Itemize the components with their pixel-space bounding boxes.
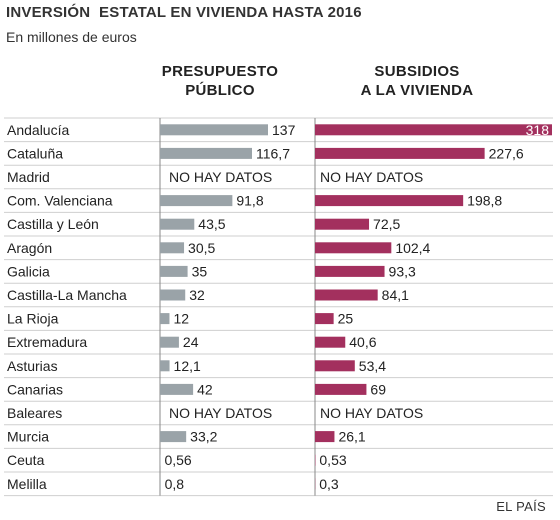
no-data-label-presupuesto: NO HAY DATOS: [169, 405, 272, 421]
category-label: Baleares: [7, 405, 62, 421]
bar-subsidios: [315, 431, 335, 443]
category-label: Cataluña: [7, 145, 63, 161]
bar-presupuesto: [160, 313, 170, 325]
data-label-presupuesto: 43,5: [198, 216, 225, 232]
category-label: Galicia: [7, 263, 50, 279]
bar-presupuesto: [160, 195, 233, 207]
bar-presupuesto: [160, 218, 195, 230]
chart-title: INVERSIÓN ESTATAL EN VIVIENDA HASTA 2016: [6, 4, 362, 21]
data-label-subsidios: 84,1: [382, 287, 409, 303]
category-label: Ceuta: [7, 452, 45, 468]
category-label: Aragón: [7, 240, 52, 256]
bar-subsidios: [315, 147, 485, 159]
data-label-presupuesto: 24: [183, 334, 199, 350]
bar-subsidios: [315, 336, 346, 348]
bar-subsidios: [315, 289, 378, 301]
bar-presupuesto: [160, 124, 268, 136]
data-label-presupuesto: 137: [272, 122, 296, 138]
data-label-subsidios: 25: [338, 311, 354, 327]
bar-subsidios: [315, 383, 367, 395]
data-label-subsidios: 198,8: [467, 193, 502, 209]
category-label: Castilla-La Mancha: [7, 287, 127, 303]
chart-subtitle: En millones de euros: [6, 29, 137, 45]
no-data-label-subsidios: NO HAY DATOS: [320, 405, 423, 421]
category-label: Castilla y León: [7, 216, 99, 232]
data-label-subsidios: 0,3: [319, 476, 339, 492]
bar-presupuesto: [160, 360, 170, 372]
bar-subsidios: [315, 242, 392, 254]
data-label-subsidios: 102,4: [395, 240, 430, 256]
column-header-subsidios-line1: SUBSIDIOS: [374, 63, 460, 80]
bar-presupuesto: [160, 289, 186, 301]
data-label-presupuesto: 42: [197, 381, 213, 397]
category-label: Asturias: [7, 358, 58, 374]
bar-subsidios: [315, 265, 385, 277]
data-label-subsidios: 227,6: [489, 145, 524, 161]
data-label-presupuesto: 30,5: [188, 240, 215, 256]
bar-subsidios: [315, 195, 464, 207]
bar-presupuesto: [160, 242, 185, 254]
category-label: Andalucía: [7, 122, 69, 138]
category-label: Canarias: [7, 381, 63, 397]
category-label: Extremadura: [7, 334, 87, 350]
category-label: Melilla: [7, 476, 47, 492]
data-label-subsidios: 318: [526, 122, 550, 138]
data-label-presupuesto: 0,8: [165, 476, 185, 492]
no-data-label-presupuesto: NO HAY DATOS: [169, 169, 272, 185]
category-label: La Rioja: [7, 311, 59, 327]
source-credit: EL PAÍS: [496, 499, 546, 514]
column-header-presupuesto-line2: PÚBLICO: [185, 82, 255, 99]
data-label-presupuesto: 91,8: [236, 193, 263, 209]
category-label: Murcia: [7, 429, 49, 445]
bar-presupuesto: [160, 265, 188, 277]
data-label-presupuesto: 32: [189, 287, 205, 303]
bar-presupuesto: [160, 431, 187, 443]
bar-subsidios: [315, 360, 355, 372]
data-label-subsidios: 69: [370, 381, 386, 397]
column-header-presupuesto-line1: PRESUPUESTO: [161, 63, 279, 80]
category-label: Madrid: [7, 169, 50, 185]
bar-presupuesto: [160, 147, 252, 159]
bar-presupuesto: [160, 478, 161, 490]
category-label: Com. Valenciana: [7, 193, 113, 209]
data-label-presupuesto: 33,2: [190, 429, 217, 445]
bar-subsidios: [315, 218, 370, 230]
data-label-presupuesto: 116,7: [256, 145, 290, 161]
data-label-subsidios: 72,5: [373, 216, 400, 232]
column-header-presupuesto: PRESUPUESTO PÚBLICO: [140, 62, 300, 100]
bar-presupuesto: [160, 383, 194, 395]
data-label-presupuesto: 0,56: [164, 452, 191, 468]
column-header-subsidios: SUBSIDIOS A LA VIVIENDA: [322, 62, 512, 100]
data-label-subsidios: 40,6: [349, 334, 376, 350]
data-label-presupuesto: 35: [192, 263, 208, 279]
bar-presupuesto: [160, 336, 179, 348]
data-label-presupuesto: 12,1: [174, 358, 201, 374]
bar-subsidios: [315, 313, 334, 325]
data-label-presupuesto: 12: [173, 311, 189, 327]
data-label-subsidios: 53,4: [359, 358, 386, 374]
data-label-subsidios: 26,1: [338, 429, 365, 445]
no-data-label-subsidios: NO HAY DATOS: [320, 169, 423, 185]
bar-subsidios: [315, 124, 552, 136]
column-header-subsidios-line2: A LA VIVIENDA: [360, 82, 474, 99]
data-label-subsidios: 0,53: [319, 452, 346, 468]
data-label-subsidios: 93,3: [389, 263, 416, 279]
